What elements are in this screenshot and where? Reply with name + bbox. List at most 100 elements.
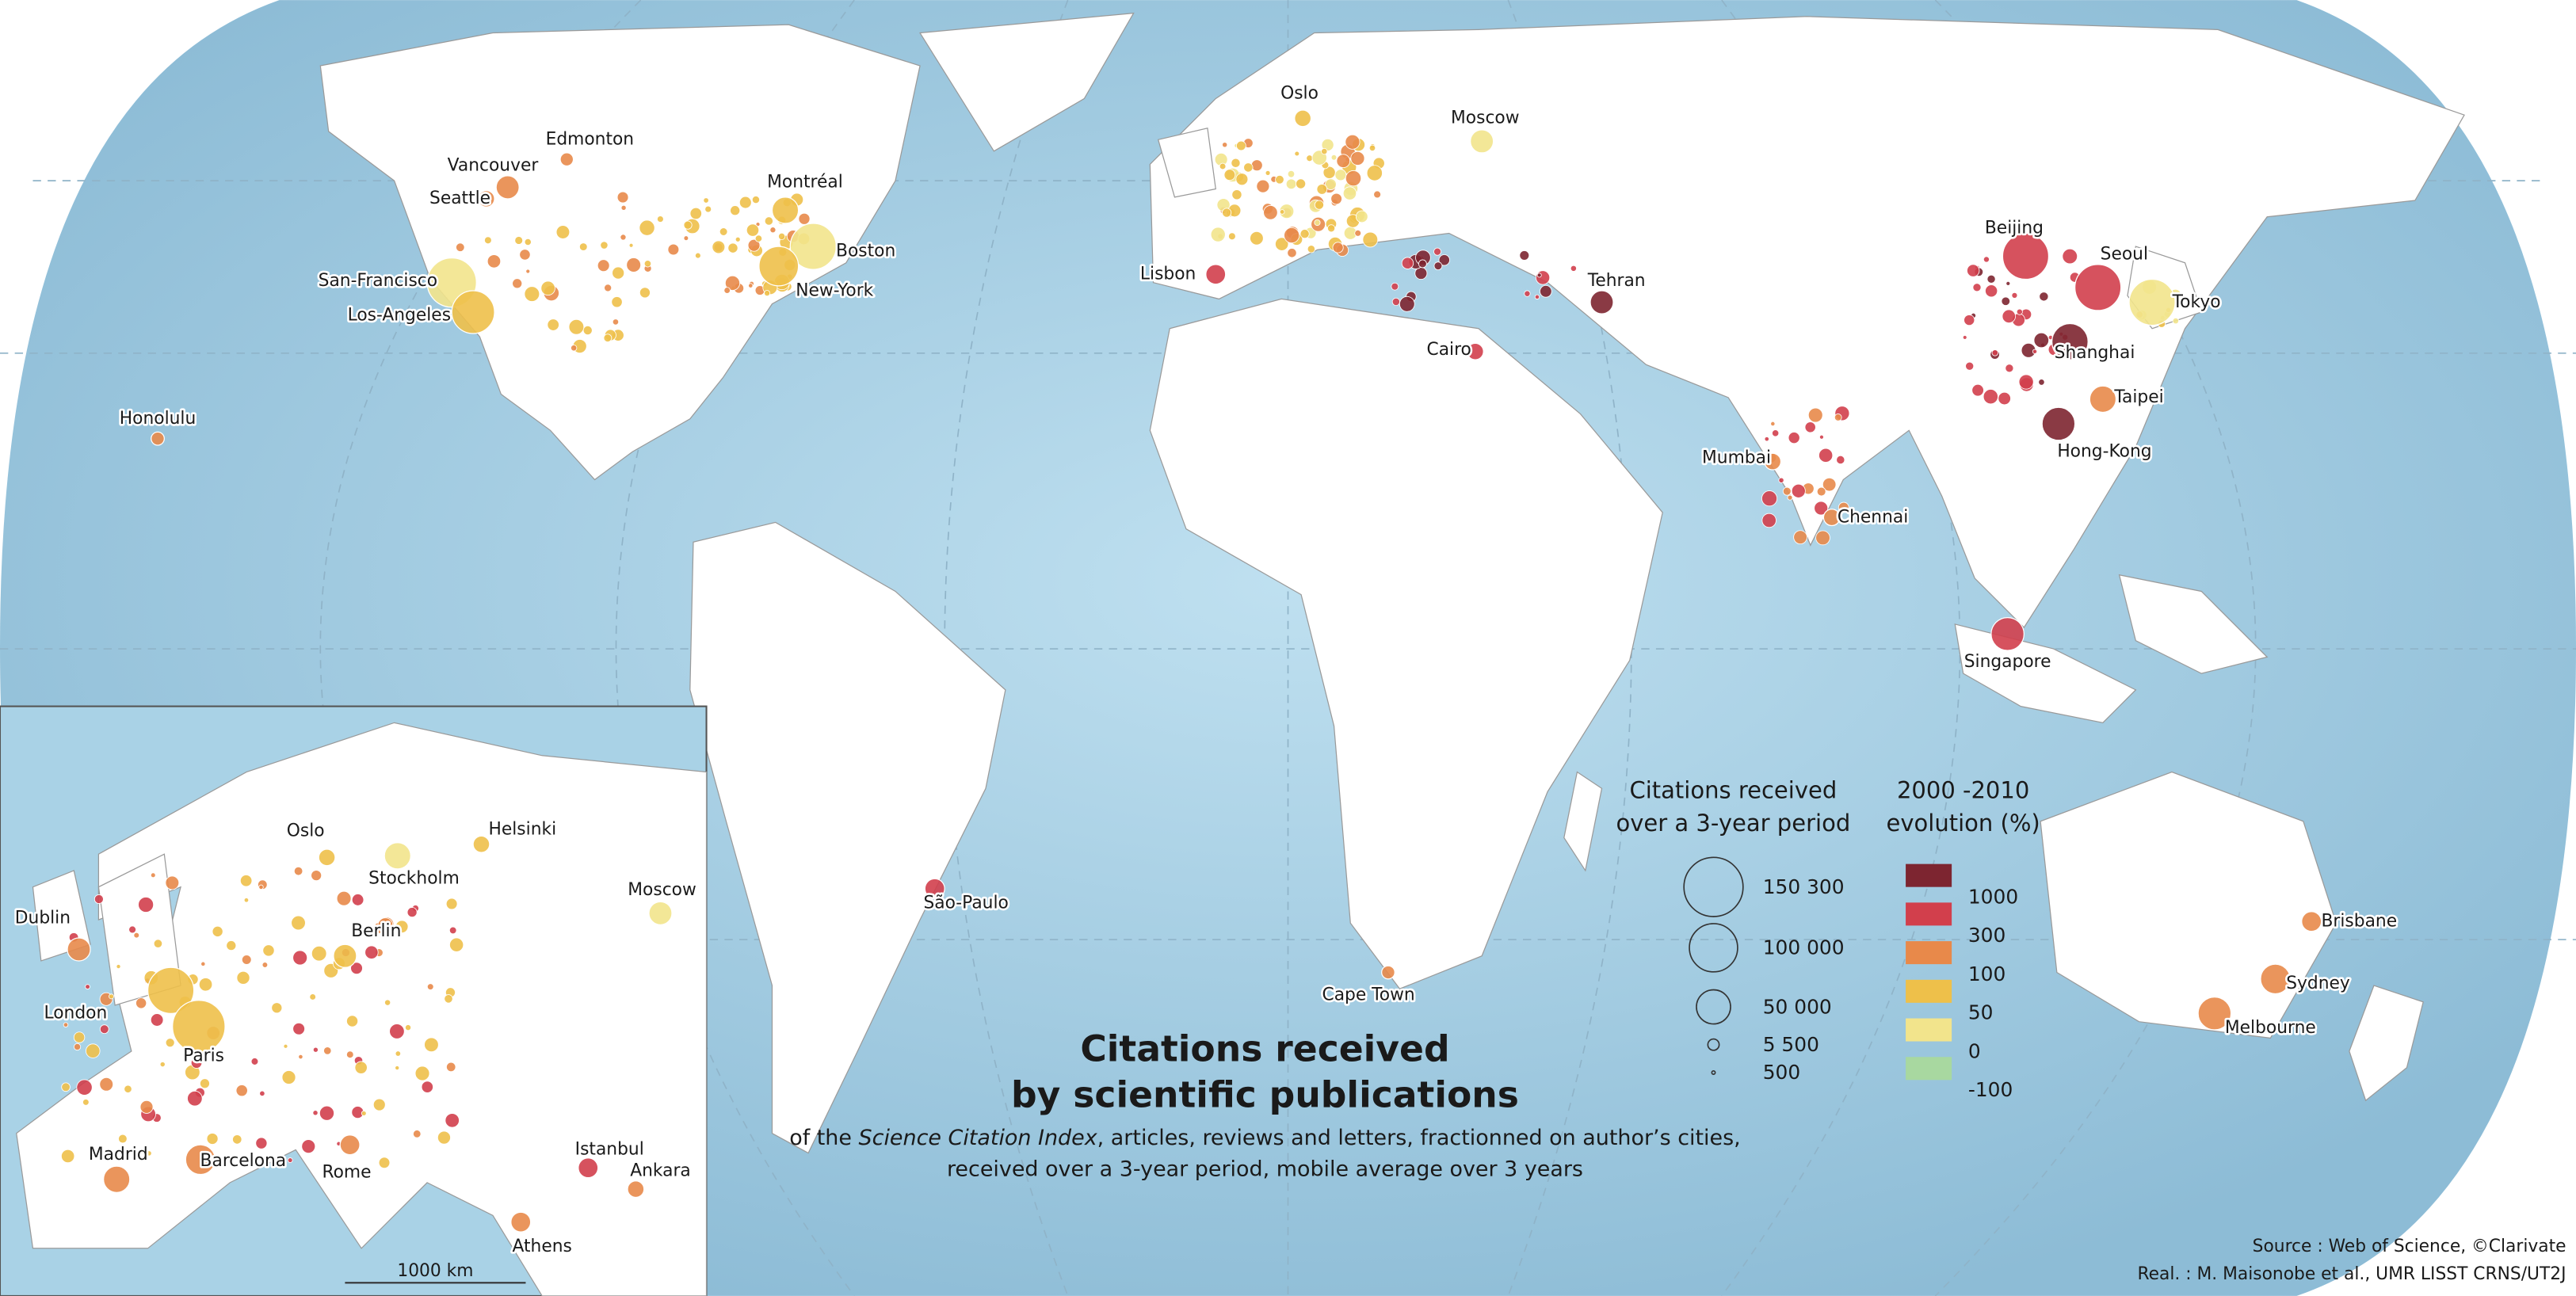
city-label: Dublin bbox=[15, 908, 71, 928]
small-bubble bbox=[1284, 227, 1300, 244]
small-bubble bbox=[555, 225, 571, 239]
small-bubble bbox=[1231, 158, 1241, 168]
city-bubble bbox=[1205, 264, 1227, 285]
legend-title: 2000 -2010 bbox=[1897, 777, 2029, 804]
small-bubble bbox=[1250, 159, 1263, 172]
city-label: Paris bbox=[183, 1046, 224, 1065]
small-bubble bbox=[2016, 308, 2023, 315]
small-bubble bbox=[1836, 455, 1845, 465]
color-legend-label: -100 bbox=[1968, 1078, 2013, 1101]
city-bubble bbox=[510, 1211, 532, 1233]
city-label: Barcelona bbox=[200, 1151, 287, 1171]
city-bubble bbox=[1466, 342, 1484, 360]
small-bubble bbox=[406, 907, 418, 918]
small-bubble bbox=[395, 1065, 400, 1071]
small-bubble bbox=[1570, 265, 1577, 272]
small-bubble bbox=[1299, 229, 1310, 239]
city-bubble bbox=[384, 842, 411, 870]
small-bubble bbox=[487, 254, 502, 269]
small-bubble bbox=[146, 1150, 152, 1157]
small-bubble bbox=[1818, 434, 1824, 440]
city-label: Athens bbox=[513, 1237, 572, 1256]
city-bubble bbox=[771, 196, 800, 224]
small-bubble bbox=[2062, 248, 2078, 265]
small-bubble bbox=[540, 280, 555, 296]
small-bubble bbox=[1321, 147, 1328, 155]
city-label: Brisbane bbox=[2322, 911, 2398, 931]
small-bubble bbox=[1325, 178, 1337, 190]
small-bubble bbox=[1822, 477, 1837, 492]
color-swatch bbox=[1906, 902, 1952, 926]
small-bubble bbox=[1296, 178, 1307, 189]
small-bubble bbox=[656, 215, 664, 223]
small-bubble bbox=[384, 999, 391, 1006]
small-bubble bbox=[85, 984, 90, 989]
city-bubble bbox=[2041, 406, 2076, 441]
city-label: Chennai bbox=[1838, 507, 1908, 527]
small-bubble bbox=[73, 1043, 82, 1051]
city-labels: Edmonton Vancouver Seattle Montréal San-Fran… bbox=[13, 82, 2399, 1284]
small-bubble bbox=[578, 242, 588, 251]
small-bubble bbox=[311, 945, 327, 962]
small-bubble bbox=[1985, 284, 1998, 298]
credits: Real. : M. Maisonobe et al., UMR LISST C… bbox=[2137, 1264, 2566, 1284]
small-bubble bbox=[116, 964, 121, 970]
city-bubble bbox=[2197, 996, 2232, 1031]
small-bubble bbox=[571, 345, 578, 352]
small-bubble bbox=[751, 196, 761, 204]
small-bubble bbox=[724, 275, 741, 291]
continents bbox=[319, 12, 2465, 1154]
subtitle-part: , articles, reviews and letters, fractio… bbox=[1097, 1126, 1741, 1150]
city-label: Helsinki bbox=[489, 819, 557, 839]
small-bubble bbox=[63, 1022, 69, 1027]
small-bubble bbox=[1265, 170, 1271, 176]
title: by scientific publications bbox=[1011, 1073, 1519, 1115]
small-bubble bbox=[258, 884, 264, 890]
city-label: Cairo bbox=[1427, 340, 1471, 360]
small-bubble bbox=[404, 1024, 412, 1031]
small-bubble bbox=[73, 1031, 86, 1043]
small-bubble bbox=[1294, 151, 1300, 157]
small-bubble bbox=[298, 1054, 303, 1060]
city-label: Mumbai bbox=[1702, 448, 1771, 468]
small-bubble bbox=[798, 212, 811, 225]
city-label: Lisbon bbox=[1140, 265, 1196, 284]
small-bubble bbox=[730, 205, 741, 216]
small-bubble bbox=[1223, 169, 1236, 181]
city-bubble bbox=[1990, 617, 2025, 651]
small-bubble bbox=[1330, 154, 1338, 161]
city-label: Moscow bbox=[1451, 109, 1520, 128]
small-bubble bbox=[135, 997, 147, 1009]
small-bubble bbox=[292, 1022, 305, 1035]
small-bubble bbox=[639, 287, 651, 299]
small-bubble bbox=[704, 205, 712, 213]
small-bubble bbox=[323, 1046, 332, 1055]
city-label: Berlin bbox=[351, 921, 401, 941]
small-bubble bbox=[689, 207, 702, 220]
size-legend-label: 500 bbox=[1763, 1061, 1800, 1084]
small-bubble bbox=[764, 216, 773, 226]
city-label: Stockholm bbox=[368, 869, 460, 889]
small-bubble bbox=[153, 939, 163, 948]
size-legend-circle bbox=[1683, 856, 1744, 917]
small-bubble bbox=[1816, 486, 1826, 497]
small-bubble bbox=[1971, 383, 1984, 397]
small-bubble bbox=[165, 875, 180, 890]
color-legend-label: 100 bbox=[1968, 962, 2005, 985]
small-bubble bbox=[1355, 210, 1368, 223]
small-bubble bbox=[1307, 245, 1315, 253]
city-label: Hong-Kong bbox=[2057, 441, 2151, 461]
small-bubble bbox=[243, 898, 250, 903]
small-bubble bbox=[200, 961, 206, 966]
small-bubble bbox=[1210, 227, 1226, 242]
city-bubble bbox=[2074, 264, 2122, 311]
size-legend-label: 50 000 bbox=[1763, 995, 1832, 1018]
legend-title: Citations received bbox=[1629, 777, 1837, 804]
color-swatch bbox=[1906, 979, 1952, 1003]
small-bubble bbox=[1306, 154, 1314, 162]
small-bubble bbox=[287, 1157, 293, 1163]
small-bubble bbox=[754, 234, 763, 242]
small-bubble bbox=[1834, 414, 1842, 421]
small-bubble bbox=[372, 1098, 386, 1111]
small-bubble bbox=[2038, 379, 2045, 386]
